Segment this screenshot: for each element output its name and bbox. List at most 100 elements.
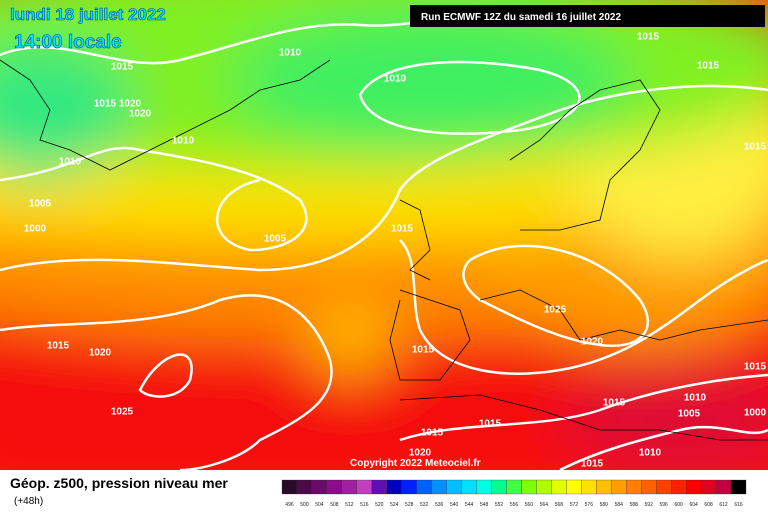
colorbar-tick: 520	[375, 502, 384, 508]
colorbar-tick: 608	[704, 502, 713, 508]
colorbar-swatch	[491, 479, 507, 495]
colorbar-swatch	[671, 479, 687, 495]
colorbar-swatch	[371, 479, 387, 495]
colorbar-swatch	[341, 479, 357, 495]
colorbar-swatch	[386, 479, 402, 495]
isobar-label: 1010	[384, 74, 407, 85]
isobar-label: 1010	[59, 157, 82, 168]
isobar-label: 1020	[409, 448, 432, 459]
run-info: Run ECMWF 12Z du samedi 16 juillet 2022	[421, 12, 621, 23]
colorbar-swatch	[356, 479, 372, 495]
colorbar-tick: 588	[630, 502, 639, 508]
isobar-label: 1005	[29, 199, 52, 210]
isobar-label: 1015	[412, 345, 435, 356]
isobar-label: 1020	[129, 109, 152, 120]
colorbar-swatch	[296, 479, 313, 495]
colorbar-tick: 560	[525, 502, 534, 508]
isobar-label: 1015	[111, 62, 134, 73]
isobar-label: 1015	[421, 428, 444, 439]
isobar-label: 1025	[111, 407, 134, 418]
colorbar-tick: 568	[555, 502, 564, 508]
colorbar-tick: 536	[435, 502, 444, 508]
colorbar-tick: 584	[615, 502, 624, 508]
colorbar-tick: 576	[585, 502, 594, 508]
colorbar-swatch	[401, 479, 417, 495]
isobar-label: 1020	[119, 99, 142, 110]
footer-title: Géop. z500, pression niveau mer	[10, 475, 228, 491]
colorbar-tick: 544	[465, 502, 474, 508]
isobar-label: 1005	[678, 409, 701, 420]
isobar-label: 1010	[684, 393, 707, 404]
colorbar-swatch	[641, 479, 657, 495]
colorbar-tick: 564	[540, 502, 549, 508]
colorbar-tick: 596	[660, 502, 669, 508]
colorbar-swatch	[416, 479, 432, 495]
colorbar-swatch	[461, 479, 477, 495]
colorbar-tick: 548	[480, 502, 489, 508]
colorbar-swatch	[311, 479, 328, 495]
colorbar-tick: 616	[734, 502, 743, 508]
isobar-label: 1010	[639, 448, 662, 459]
isobar-label: 1010	[279, 48, 302, 59]
isobar-label: 1015	[697, 61, 720, 72]
colorbar-swatch	[700, 479, 717, 495]
isobar-label: 1000	[24, 224, 47, 235]
colorbar-swatch	[536, 479, 552, 495]
colorbar-tick: 512	[345, 502, 354, 508]
isobar-label: 1015	[47, 341, 70, 352]
colorbar-tick: 516	[360, 502, 369, 508]
colorbar-swatch	[521, 479, 537, 495]
coastlines	[0, 59, 768, 441]
colorbar-swatch	[566, 479, 582, 495]
isobar-label: 1020	[89, 348, 112, 359]
isobar-label: 1015	[744, 362, 767, 373]
footer-lead: (+48h)	[14, 496, 43, 507]
isobar-label: 1015	[581, 459, 604, 470]
isobar-label: 1005	[264, 234, 287, 245]
isobar-label: 1015	[391, 224, 414, 235]
copyright: Copyright 2022 Meteociel.fr	[350, 458, 481, 469]
isobar-label: 1015	[637, 32, 660, 43]
colorbar-tick: 600	[674, 502, 683, 508]
colorbar-swatch	[715, 479, 732, 495]
colorbar-swatch	[431, 479, 447, 495]
isobar-label: 1010	[172, 136, 195, 147]
isobar-label: 1020	[581, 337, 604, 348]
colorbar-tick: 556	[510, 502, 519, 508]
colorbar-swatch	[611, 479, 627, 495]
colorbar-swatch	[596, 479, 612, 495]
colorbar-tick: 612	[719, 502, 728, 508]
colorbar-tick: 604	[689, 502, 698, 508]
colorbar-swatch	[656, 479, 672, 495]
colorbar-tick: 496	[285, 502, 294, 508]
colorbar-swatch	[476, 479, 492, 495]
colorbar-tick: 580	[600, 502, 609, 508]
colorbar-tick: 540	[450, 502, 459, 508]
isobar-label: 1015	[479, 419, 502, 430]
colorbar-swatch	[446, 479, 462, 495]
colorbar-tick: 528	[405, 502, 414, 508]
run-box	[410, 5, 765, 27]
colorbar-swatch	[281, 479, 298, 495]
isobar-label: 1015	[603, 398, 626, 409]
map-time: 14:00 locale	[14, 32, 122, 53]
isobar-label: 1000	[744, 408, 767, 419]
colorbar-tick: 532	[420, 502, 429, 508]
colorbar-swatch	[685, 479, 702, 495]
colorbar-tick: 572	[570, 502, 579, 508]
isobar-label: 1015	[94, 99, 117, 110]
colorbar-tick: 592	[645, 502, 654, 508]
isobar-label: 1025	[544, 305, 567, 316]
isobar-label: 1015	[744, 142, 767, 153]
colorbar: 496 500 504 508 512 516 520 524 528 532 536 540 544 5…	[281, 479, 747, 508]
colorbar-tick: 524	[390, 502, 399, 508]
colorbar-tick: 508	[330, 502, 339, 508]
colorbar-swatch	[730, 479, 747, 495]
map-date: lundi 18 juillet 2022	[10, 5, 166, 24]
colorbar-swatch	[626, 479, 642, 495]
colorbar-tick: 504	[315, 502, 324, 508]
colorbar-swatch	[326, 479, 343, 495]
colorbar-swatch	[551, 479, 567, 495]
